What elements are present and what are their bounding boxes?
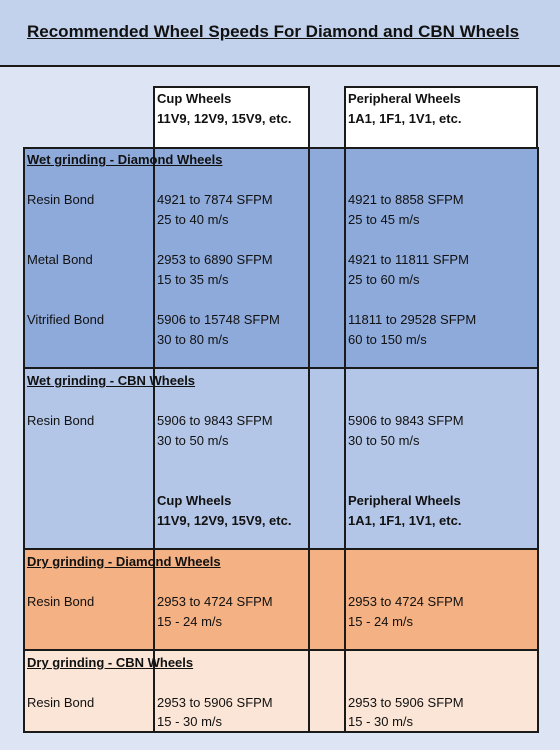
section-dry-diamond xyxy=(23,549,538,650)
grid-line xyxy=(23,367,539,369)
cup-speed-sfpm: 5906 to 15748 SFPM xyxy=(157,312,280,327)
peripheral-subheader-line2: 1A1, 1F1, 1V1, etc. xyxy=(348,513,462,528)
row-label: Resin Bond xyxy=(27,594,95,609)
row-label: Resin Bond xyxy=(27,413,95,428)
grid-line xyxy=(153,147,155,733)
section-heading-dry-cbn: Dry grinding - CBN Wheels xyxy=(27,655,194,670)
peripheral-header-line1: Peripheral Wheels xyxy=(348,91,461,106)
peripheral-speed-ms: 60 to 150 m/s xyxy=(348,332,427,347)
grid-line xyxy=(537,147,539,733)
column-header-peripheral xyxy=(344,86,538,149)
peripheral-speed-ms: 15 - 30 m/s xyxy=(348,714,414,729)
peripheral-speed-ms: 30 to 50 m/s xyxy=(348,433,420,448)
cup-speed-sfpm: 4921 to 7874 SFPM xyxy=(157,192,273,207)
section-dry-cbn xyxy=(23,650,538,732)
grid-line xyxy=(23,731,539,733)
cup-speed-sfpm: 5906 to 9843 SFPM xyxy=(157,413,273,428)
grid-line xyxy=(23,649,539,651)
cup-header-line1: Cup Wheels xyxy=(157,91,232,106)
peripheral-speed-ms: 25 to 60 m/s xyxy=(348,272,420,287)
peripheral-speed-ms: 25 to 45 m/s xyxy=(348,212,420,227)
peripheral-subheader-line1: Peripheral Wheels xyxy=(348,493,461,508)
peripheral-speed-sfpm: 2953 to 4724 SFPM xyxy=(348,594,464,609)
section-heading-wet-diamond: Wet grinding - Diamond Wheels xyxy=(27,152,223,167)
column-header-cup xyxy=(153,86,310,149)
section-wet-cbn xyxy=(23,368,538,549)
peripheral-speed-sfpm: 4921 to 8858 SFPM xyxy=(348,192,464,207)
peripheral-speed-ms: 15 - 24 m/s xyxy=(348,614,414,629)
section-wet-diamond xyxy=(23,148,538,368)
cup-speed-sfpm: 2953 to 6890 SFPM xyxy=(157,252,273,267)
page-title: Recommended Wheel Speeds For Diamond and… xyxy=(27,22,520,41)
grid-line xyxy=(23,548,539,550)
cup-speed-ms: 15 - 24 m/s xyxy=(157,614,223,629)
peripheral-header-line2: 1A1, 1F1, 1V1, etc. xyxy=(348,111,462,126)
cup-speed-sfpm: 2953 to 5906 SFPM xyxy=(157,695,273,710)
title-banner: Recommended Wheel Speeds For Diamond and… xyxy=(0,0,560,67)
cup-speed-sfpm: 2953 to 4724 SFPM xyxy=(157,594,273,609)
cup-subheader-line1: Cup Wheels xyxy=(157,493,232,508)
peripheral-speed-sfpm: 11811 to 29528 SFPM xyxy=(348,312,477,327)
row-label: Resin Bond xyxy=(27,192,95,207)
grid-line xyxy=(23,147,539,149)
grid-line xyxy=(23,147,25,733)
row-label: Metal Bond xyxy=(27,252,93,267)
cup-subheader-line2: 11V9, 12V9, 15V9, etc. xyxy=(157,513,292,528)
cup-speed-ms: 15 to 35 m/s xyxy=(157,272,229,287)
cup-speed-ms: 30 to 80 m/s xyxy=(157,332,229,347)
peripheral-speed-sfpm: 2953 to 5906 SFPM xyxy=(348,695,464,710)
cup-speed-ms: 30 to 50 m/s xyxy=(157,433,229,448)
peripheral-speed-sfpm: 4921 to 11811 SFPM xyxy=(348,252,469,267)
grid-line xyxy=(344,147,346,733)
cup-header-line2: 11V9, 12V9, 15V9, etc. xyxy=(157,111,292,126)
cup-speed-ms: 15 - 30 m/s xyxy=(157,714,223,729)
row-label: Resin Bond xyxy=(27,695,95,710)
section-heading-dry-diamond: Dry grinding - Diamond Wheels xyxy=(27,554,221,569)
cup-speed-ms: 25 to 40 m/s xyxy=(157,212,229,227)
row-label: Vitrified Bond xyxy=(27,312,105,327)
grid-line xyxy=(308,147,310,733)
section-heading-wet-cbn: Wet grinding - CBN Wheels xyxy=(27,373,196,388)
peripheral-speed-sfpm: 5906 to 9843 SFPM xyxy=(348,413,464,428)
